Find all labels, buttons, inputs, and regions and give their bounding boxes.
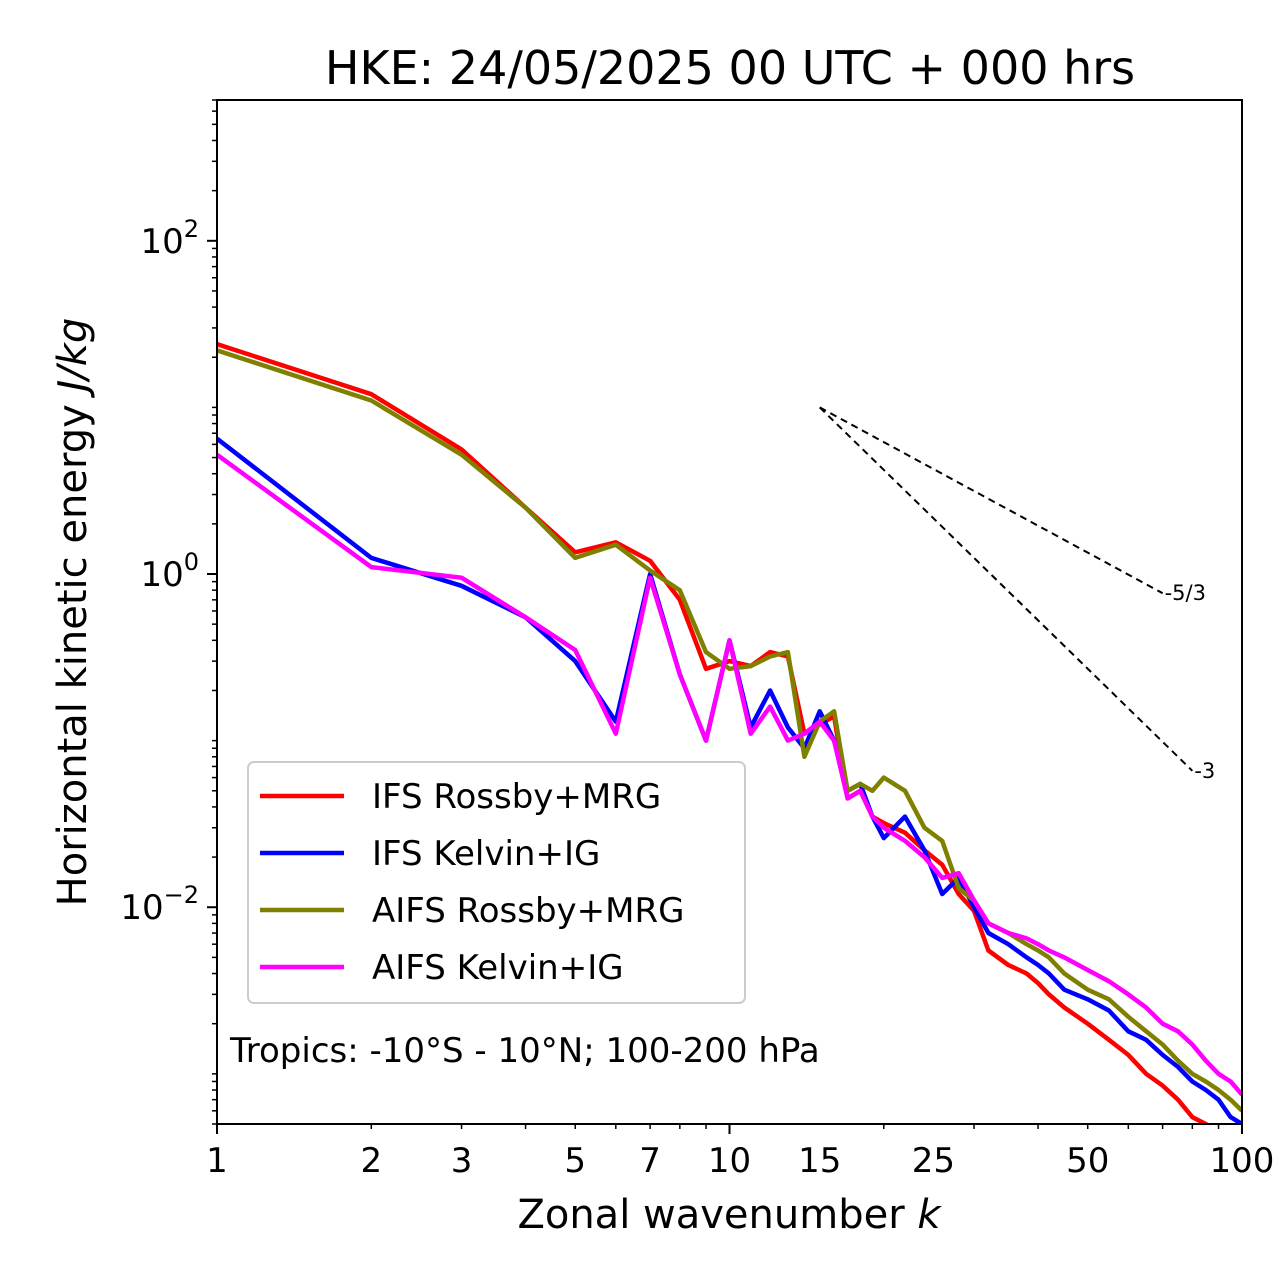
slope-label-1: -3 [1194, 759, 1215, 783]
x-axis-label-text: Zonal wavenumber [517, 1192, 905, 1238]
y-axis-label: Horizontal kinetic energy J/kg [50, 318, 96, 907]
legend-label-2: AIFS Rossby+MRG [372, 891, 684, 931]
x-tick-label: 100 [1210, 1141, 1275, 1181]
x-tick-label: 25 [912, 1141, 955, 1181]
x-tick-label: 50 [1066, 1141, 1109, 1181]
y-tick-label: 102 [140, 215, 199, 262]
x-axis-label: Zonal wavenumber k [517, 1192, 942, 1238]
x-tick-label: 3 [451, 1141, 473, 1181]
x-tick-label: 5 [564, 1141, 586, 1181]
series-layer [217, 341, 1242, 1124]
legend-entries: IFS Rossby+MRG IFS Kelvin+IG AIFS Rossby+M… [260, 777, 684, 988]
reference-slopes: -5/3 -3 [819, 406, 1215, 783]
x-tick-label: 10 [708, 1141, 751, 1181]
legend-label-0: IFS Rossby+MRG [372, 777, 661, 817]
series-line-0 [217, 341, 1209, 1124]
legend-label-3: AIFS Kelvin+IG [372, 948, 624, 988]
chart-title: HKE: 24/05/2025 00 UTC + 000 hrs [325, 41, 1135, 95]
y-axis-label-unit: J/kg [50, 318, 96, 399]
x-tick-label: 1 [206, 1141, 228, 1181]
plot-frame [216, 99, 1243, 1125]
legend: IFS Rossby+MRG IFS Kelvin+IG AIFS Rossby+M… [247, 761, 746, 1004]
y-tick-label: 100 [140, 548, 199, 595]
x-axis-label-var: k [917, 1192, 942, 1238]
y-tick-label: 10−2 [120, 881, 199, 928]
y-axis-label-text: Horizontal kinetic energy [50, 404, 96, 906]
x-tick-label: 2 [360, 1141, 382, 1181]
x-tick-label: 7 [639, 1141, 661, 1181]
legend-box [247, 761, 746, 1004]
slope-line-1 [819, 406, 1194, 772]
series-line-2 [217, 348, 1242, 1113]
slope-line-0 [819, 406, 1164, 595]
legend-label-1: IFS Kelvin+IG [372, 834, 600, 874]
series-line-3 [217, 452, 1242, 1097]
x-tick-label: 15 [798, 1141, 841, 1181]
slope-label-0: -5/3 [1165, 581, 1206, 605]
region-annotation: Tropics: -10°S - 10°N; 100-200 hPa [229, 1031, 820, 1071]
x-axis-ticks: 1 2 3 5 7 10 15 25 50 100 [206, 1124, 1274, 1181]
